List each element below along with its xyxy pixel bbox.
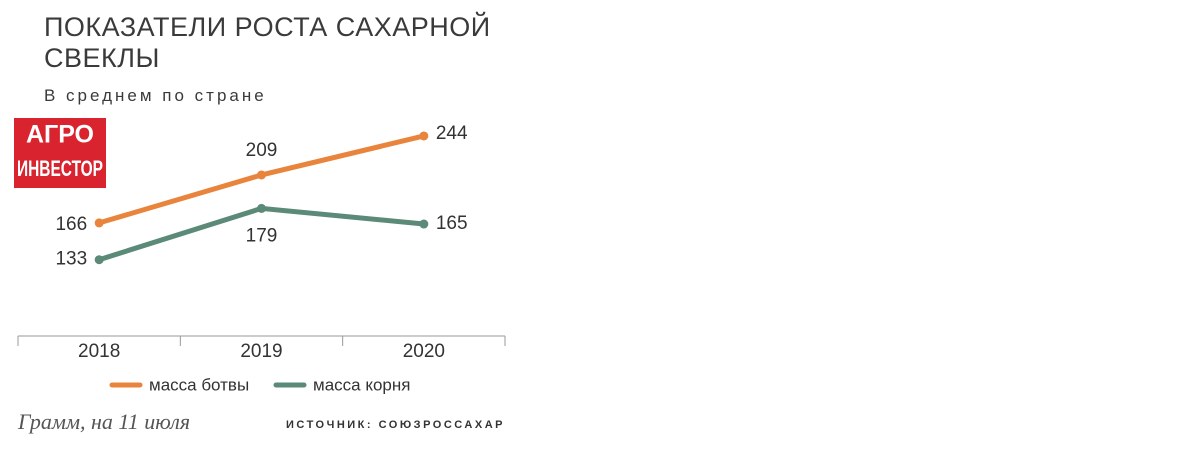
data-label: 165 bbox=[436, 213, 468, 234]
data-label: 133 bbox=[55, 249, 87, 270]
point bbox=[257, 170, 266, 180]
point bbox=[419, 219, 429, 229]
x-tick-label: 2018 bbox=[78, 341, 120, 362]
data-label: 179 bbox=[246, 225, 278, 246]
point bbox=[94, 218, 104, 228]
x-tick-label: 2019 bbox=[240, 341, 282, 362]
logo-text: АГРО bbox=[26, 121, 94, 149]
legend-label: масса корня bbox=[313, 375, 410, 394]
point bbox=[94, 255, 104, 265]
chart-subtitle: В среднем по стране bbox=[44, 86, 267, 105]
note: Грамм, на 11 июля bbox=[17, 409, 190, 434]
point bbox=[419, 131, 429, 141]
legend-label: масса ботвы bbox=[149, 375, 249, 394]
source: ИСТОЧНИК: СОЮЗРОССАХАР bbox=[286, 419, 505, 431]
chart-title: ПОКАЗАТЕЛИ РОСТА САХАРНОЙ СВЕКЛЫ bbox=[44, 12, 491, 73]
data-label: 166 bbox=[55, 214, 87, 235]
point bbox=[257, 203, 266, 213]
logo-text: ИНВЕСТОР bbox=[17, 156, 103, 181]
logo-box bbox=[14, 118, 106, 188]
data-label: 244 bbox=[436, 123, 468, 144]
data-label: 209 bbox=[246, 140, 278, 161]
x-tick-label: 2020 bbox=[403, 341, 445, 362]
